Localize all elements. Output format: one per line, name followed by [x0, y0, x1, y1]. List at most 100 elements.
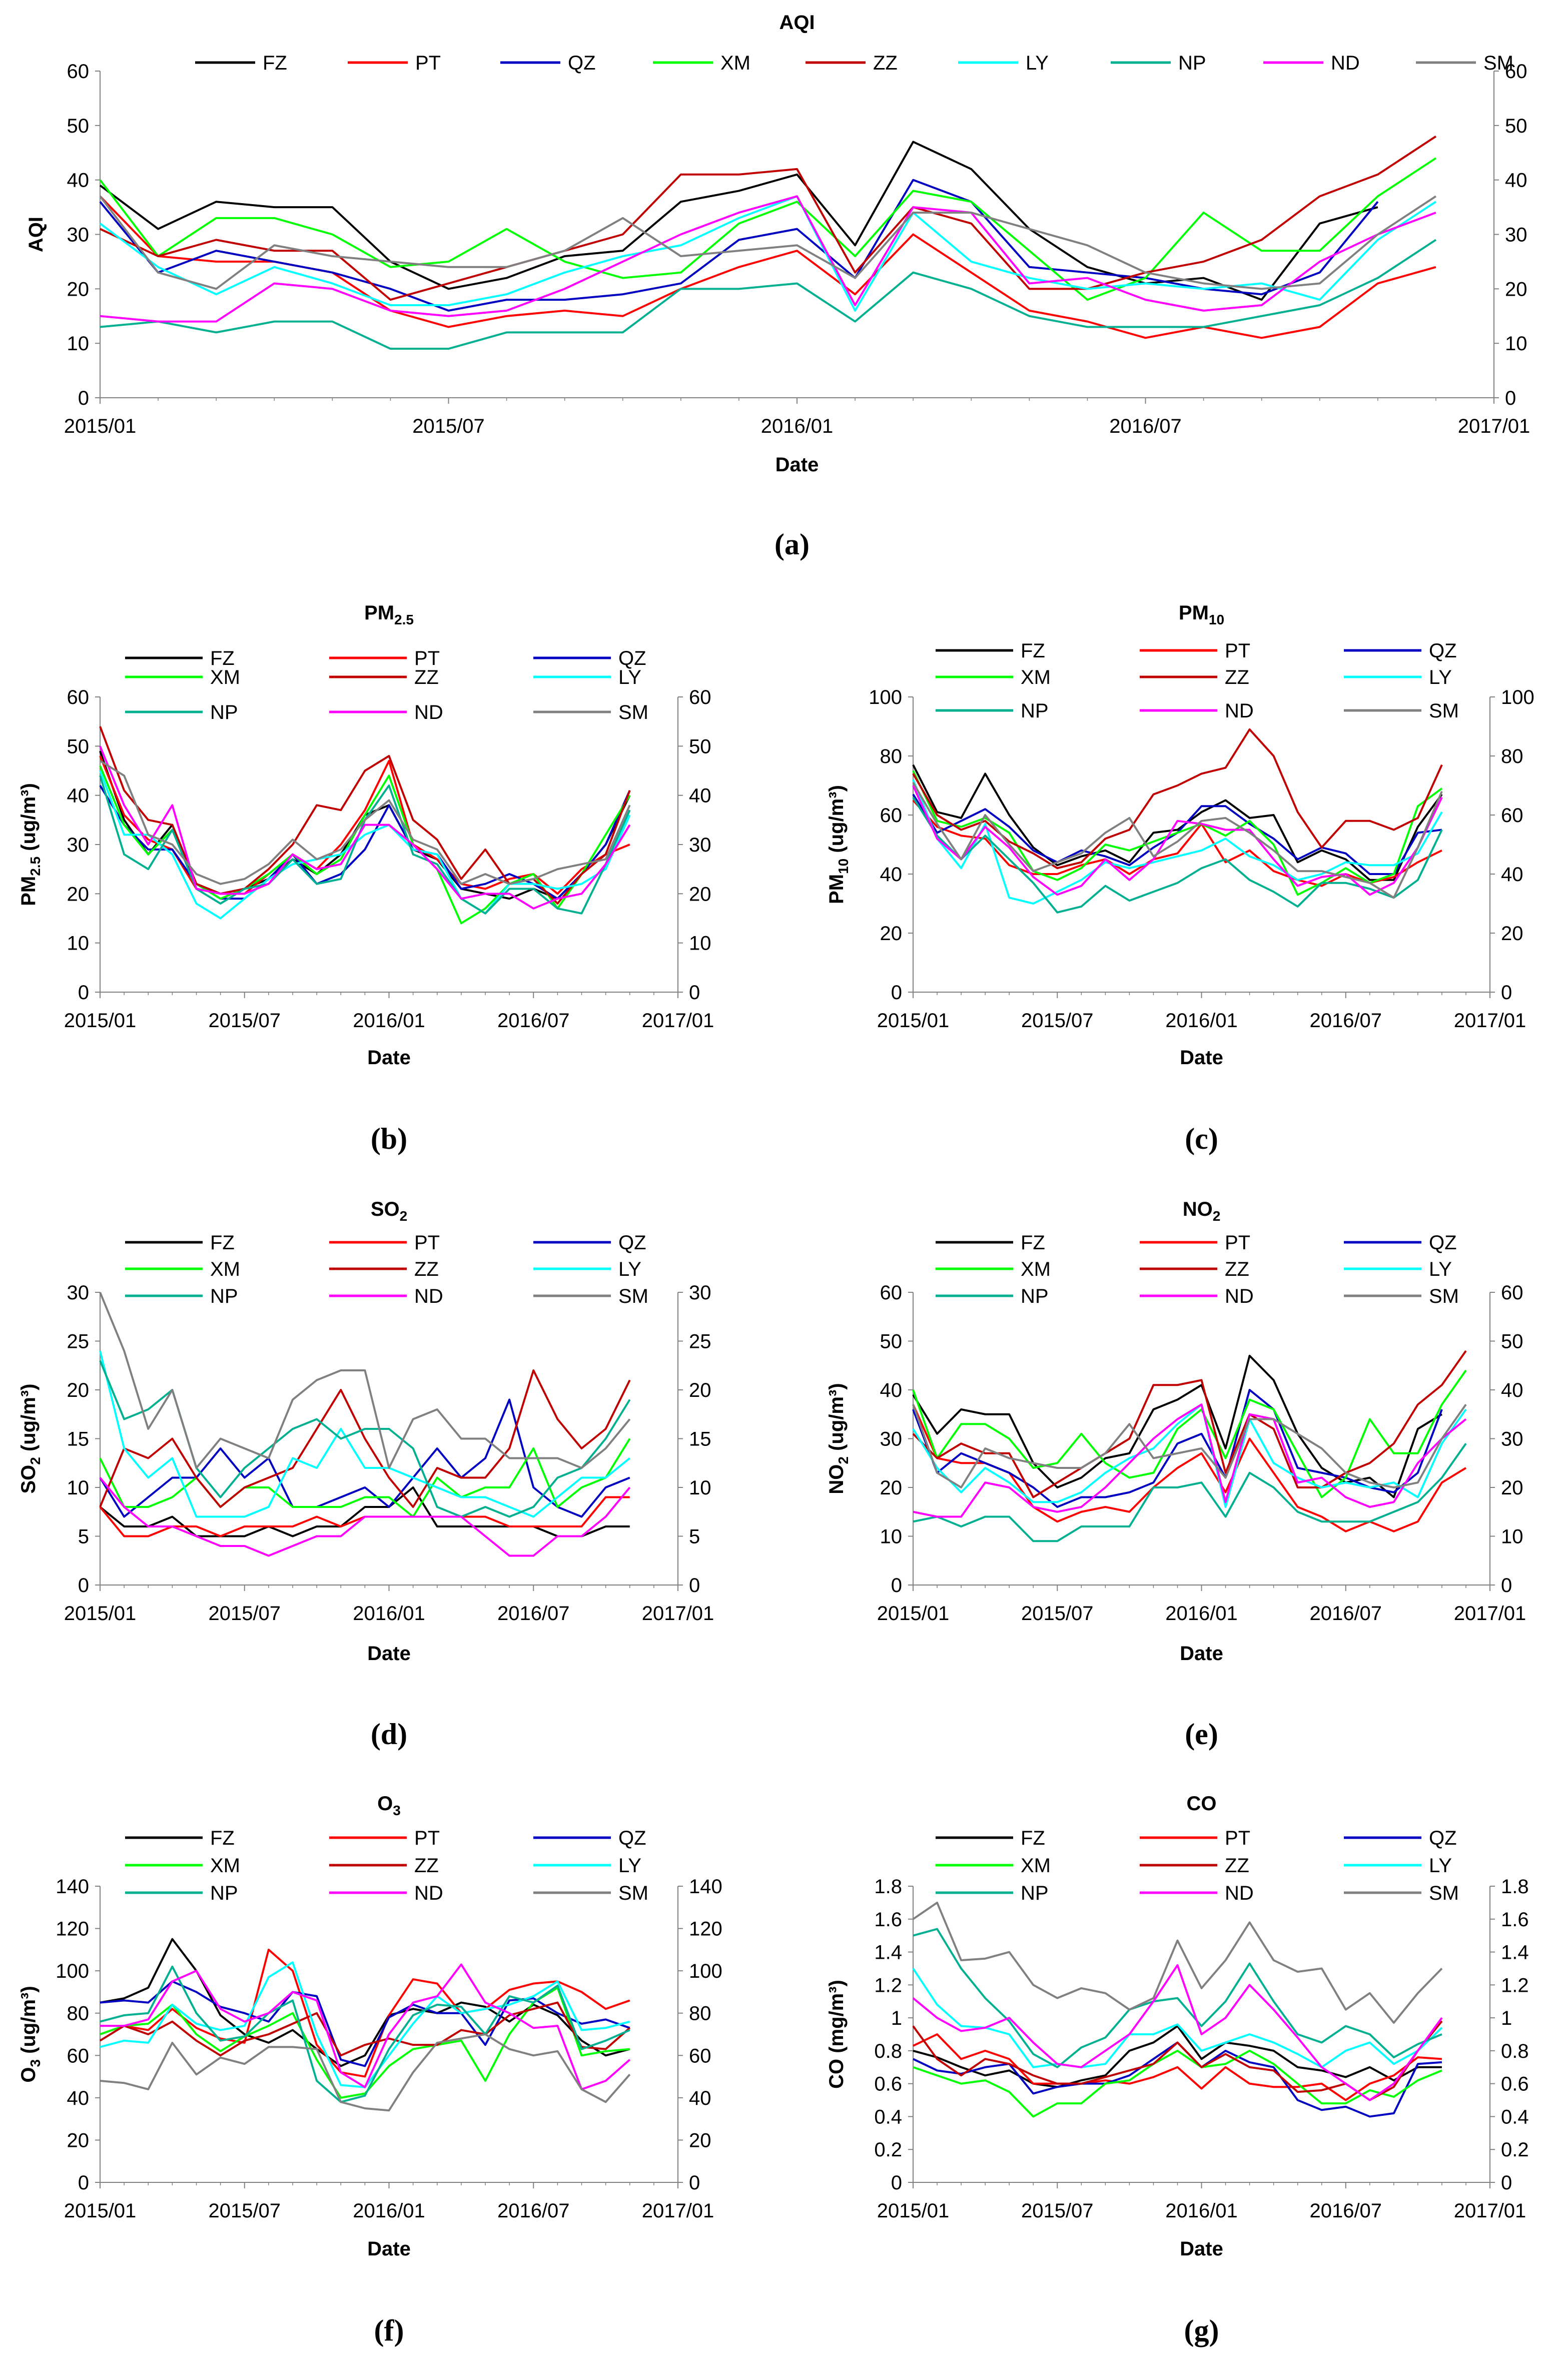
y-tick-label-left: 0.8: [874, 2040, 902, 2062]
series-line-ly: [912, 1403, 1467, 1508]
y-tick-label-right: 10: [689, 1477, 711, 1499]
x-tick-label: 2017/01: [1454, 1603, 1526, 1625]
x-tick-label: 2015/07: [1021, 1010, 1094, 1032]
x-tick-label: 2015/07: [208, 1603, 281, 1625]
series-line-nd: [99, 1477, 631, 1557]
legend-label-zz: ZZ: [1225, 1258, 1249, 1280]
legend-label-sm: SM: [1429, 1285, 1459, 1307]
y-tick-label-right: 1.6: [1501, 1909, 1529, 1931]
x-axis-label: Date: [775, 454, 819, 476]
y-tick-label-right: 100: [689, 1960, 722, 1982]
x-tick-label: 2016/07: [497, 1010, 570, 1032]
series-line-fz: [912, 1354, 1442, 1498]
series-line-sm: [100, 2033, 631, 2112]
series-line-fz: [912, 764, 1443, 881]
y-tick-label-right: 15: [689, 1428, 711, 1450]
x-tick-label: 2016/07: [1309, 1603, 1382, 1625]
y-tick-label-right: 30: [1501, 1428, 1523, 1450]
x-tick-label: 2016/07: [497, 2200, 570, 2222]
x-tick-label: 2016/07: [1109, 415, 1182, 437]
legend-label-ly: LY: [618, 1258, 641, 1280]
series-line-qz: [912, 1389, 1443, 1508]
x-tick-label: 2015/01: [64, 1603, 137, 1625]
panel-label: (e): [1185, 1718, 1218, 1751]
series-line-ly: [99, 195, 1437, 312]
y-tick-label-right: 20: [1501, 923, 1523, 945]
panel-label: (f): [374, 2314, 404, 2347]
y-tick-label-left: 40: [880, 1379, 903, 1401]
y-tick-label-left: 80: [880, 745, 903, 767]
x-tick-label: 2016/01: [1165, 1603, 1238, 1625]
y-tick-label-left: 1.6: [874, 1909, 902, 1931]
panel-label: (c): [1185, 1122, 1218, 1155]
y-tick-label-right: 0: [1505, 387, 1516, 409]
legend-label-ly: LY: [1429, 1258, 1452, 1280]
y-tick-label-right: 20: [689, 883, 711, 905]
legend-label-fz: FZ: [210, 1827, 235, 1849]
y-tick-label-right: 1.2: [1501, 1974, 1529, 1996]
y-axis-label: CO (mg/m³): [826, 1980, 848, 2089]
y-tick-label-right: 40: [1505, 170, 1527, 192]
y-tick-label-right: 60: [1501, 1282, 1523, 1304]
legend-label-np: NP: [1021, 1285, 1049, 1307]
panel-label: (b): [371, 1122, 407, 1155]
series-line-ly: [912, 1968, 1443, 2068]
y-tick-label-left: 20: [67, 2129, 90, 2151]
y-tick-label-right: 0: [689, 2172, 700, 2194]
y-tick-label-right: 0.2: [1501, 2139, 1529, 2161]
y-tick-label-right: 80: [1501, 745, 1523, 767]
x-axis-label: Date: [1180, 1643, 1223, 1665]
legend-label-fz: FZ: [1021, 1232, 1045, 1254]
y-tick-label-left: 40: [880, 864, 903, 886]
chart-panel-f: O3 0 0 20 20 40 40 60 60 80 80 100 100 120 120 140 140 20…: [18, 1793, 722, 2347]
series-line-xm: [912, 1369, 1467, 1498]
y-tick-label-right: 50: [1505, 115, 1527, 137]
panel-label: (d): [371, 1718, 407, 1751]
y-tick-label-right: 120: [689, 1918, 722, 1940]
y-tick-label-left: 0.6: [874, 2073, 902, 2095]
y-axis-label: SO2 (ug/m³): [18, 1384, 43, 1494]
y-tick-label-left: 40: [67, 170, 90, 192]
x-tick-label: 2015/01: [64, 2200, 137, 2222]
y-tick-label-left: 50: [67, 735, 90, 757]
series-line-sm: [99, 1292, 631, 1469]
x-tick-label: 2017/01: [1458, 415, 1530, 437]
y-tick-label-left: 1.2: [874, 1974, 902, 1996]
y-tick-label-left: 50: [880, 1331, 903, 1353]
y-tick-label-right: 50: [689, 735, 711, 757]
x-tick-label: 2015/07: [208, 2200, 281, 2222]
y-tick-label-left: 0: [78, 387, 89, 409]
x-axis-label: Date: [1180, 1047, 1223, 1069]
y-tick-label-left: 0: [891, 1574, 902, 1597]
legend-label-nd: ND: [1225, 1882, 1254, 1904]
y-tick-label-right: 0: [1501, 1574, 1512, 1597]
series-line-nd: [912, 785, 1443, 896]
legend-label-zz: ZZ: [414, 1258, 439, 1280]
y-tick-label-right: 40: [689, 785, 711, 807]
y-axis-label: O3 (ug/m³): [18, 1986, 43, 2082]
x-tick-label: 2015/07: [208, 1010, 281, 1032]
y-tick-label-right: 0.4: [1501, 2106, 1529, 2128]
legend-label-pt: PT: [1225, 1827, 1250, 1849]
legend-label-nd: ND: [1225, 1285, 1254, 1307]
series-line-sm: [912, 1901, 1443, 2024]
legend-label-fz: FZ: [263, 52, 287, 74]
y-tick-label-left: 20: [67, 278, 90, 300]
x-tick-label: 2016/07: [497, 1603, 570, 1625]
legend-label-sm: SM: [618, 1882, 648, 1904]
y-tick-label-right: 0: [689, 1574, 700, 1597]
y-tick-label-right: 100: [1501, 686, 1534, 708]
legend-label-ly: LY: [1429, 1855, 1452, 1877]
legend-label-np: NP: [1021, 1882, 1049, 1904]
y-tick-label-right: 0: [1501, 2172, 1512, 2194]
y-tick-label-right: 20: [689, 2129, 711, 2151]
series-line-nd: [100, 195, 1436, 323]
y-tick-label-left: 20: [67, 1379, 90, 1401]
x-tick-label: 2016/01: [353, 1603, 425, 1625]
y-tick-label-right: 10: [689, 933, 711, 955]
y-tick-label-left: 0: [78, 2172, 89, 2194]
x-tick-label: 2015/01: [64, 415, 137, 437]
series-line-zz: [100, 135, 1437, 301]
x-tick-label: 2015/01: [877, 2200, 950, 2222]
legend-label-ly: LY: [1026, 52, 1049, 74]
